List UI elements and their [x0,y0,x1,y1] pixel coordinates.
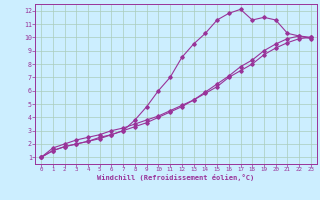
X-axis label: Windchill (Refroidissement éolien,°C): Windchill (Refroidissement éolien,°C) [97,174,255,181]
